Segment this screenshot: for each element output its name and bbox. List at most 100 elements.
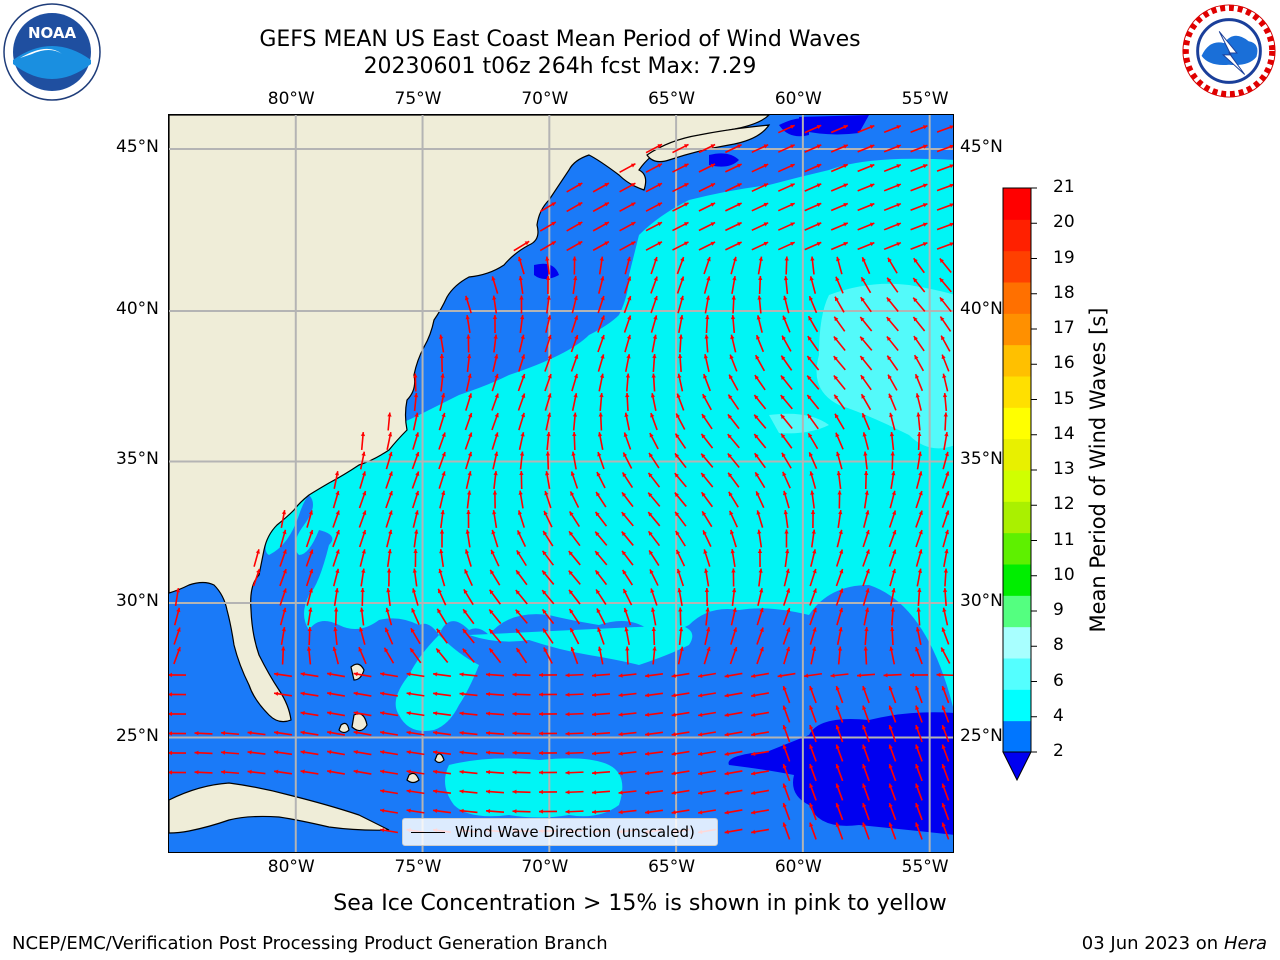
wave-arrow-head (915, 393, 920, 398)
colorbar-tick-12: 12 (1053, 494, 1075, 515)
wave-arrow-head (624, 627, 629, 632)
wave-arrow-head (782, 725, 787, 730)
wave-arrow-head (701, 453, 706, 459)
wave-arrow-head (281, 646, 286, 651)
wave-arrow-head (888, 393, 893, 399)
wave-arrow-head (922, 125, 928, 130)
wave-arrow-head (731, 295, 736, 300)
wave-arrow-head (861, 277, 866, 282)
colorbar-under-triangle (1002, 751, 1032, 782)
lat-tick-right-0: 45°N (960, 137, 1003, 158)
wave-arrow-head (941, 335, 945, 341)
wave-arrow-head (888, 374, 892, 380)
wave-arrow-head (704, 588, 710, 592)
wave-arrow-head (308, 588, 313, 593)
colorbar-tick-19: 19 (1053, 247, 1075, 268)
wave-arrow-head (493, 334, 498, 339)
wave-arrow-head (784, 529, 789, 534)
wave-arrow-head (737, 183, 742, 188)
wave-arrow-head (910, 672, 914, 678)
wave-arrow-head (353, 710, 358, 716)
wave-arrow-head (888, 725, 893, 730)
wave-arrow-head (653, 315, 658, 320)
wave-arrow-head (838, 510, 843, 515)
wave-arrow-head (169, 672, 172, 678)
wave-arrow-head (625, 373, 631, 378)
wave-arrow-head (282, 569, 287, 574)
wave-arrow-head (539, 770, 543, 775)
wave-arrow-head (865, 549, 870, 554)
wave-arrow-head (790, 163, 795, 168)
wave-arrow-head (512, 672, 517, 677)
lon-tick-bottom-2: 70°W (521, 857, 569, 877)
wave-arrow-head (913, 316, 918, 322)
wave-arrow-head (335, 510, 340, 515)
wave-arrow-head (439, 334, 444, 339)
wave-arrow-head (433, 808, 438, 813)
wave-arrow-head (436, 628, 441, 634)
wave-arrow-head (551, 221, 556, 226)
wave-arrow-head (595, 531, 600, 536)
wave-arrow-head (671, 693, 676, 698)
wave-arrow-head (702, 394, 707, 399)
wave-arrow-head (437, 588, 442, 594)
wave-arrow-head (751, 712, 756, 717)
wave-arrow-head (362, 529, 367, 535)
wave-arrow-head (388, 510, 393, 515)
wave-arrow-head (860, 336, 865, 342)
wave-arrow-head (492, 510, 497, 515)
wave-arrow-head (515, 628, 521, 634)
wave-arrow-head (630, 163, 636, 168)
wave-arrow-head (546, 432, 551, 437)
wave-arrow-head (627, 296, 632, 301)
wave-arrow-head (359, 607, 365, 612)
wave-arrow-head (949, 203, 953, 208)
wave-arrow-head (518, 256, 523, 262)
wave-arrow-head (698, 810, 703, 815)
wave-arrow-head (440, 393, 446, 398)
wave-arrow-head (519, 295, 524, 300)
wave-arrow-head (622, 492, 627, 497)
colorbar-segment (1003, 313, 1031, 346)
wave-arrow-head (388, 491, 393, 496)
wave-arrow-head (886, 297, 891, 302)
wave-arrow-head (542, 570, 547, 575)
wave-arrow-head (494, 373, 499, 379)
wave-arrow-head (724, 693, 729, 698)
wave-arrow-head (678, 334, 683, 339)
wave-period-map (169, 115, 953, 852)
wave-arrow-head (758, 256, 763, 261)
wave-arrow-head (624, 412, 629, 417)
wave-arrow-head (486, 711, 491, 716)
wave-arrow-head (754, 394, 759, 400)
wave-arrow-head (274, 750, 279, 755)
wave-arrow-head (547, 334, 552, 340)
wave-arrow-head (544, 490, 549, 496)
wave-arrow-head (781, 355, 786, 361)
period-4-6-area (265, 158, 953, 818)
wave-arrow-head (777, 673, 782, 678)
wave-arrow-head (916, 412, 921, 417)
wave-arrow-head (494, 393, 499, 398)
wave-arrow-head (896, 242, 901, 247)
wave-arrow-head (782, 783, 787, 788)
wave-arrow-head (783, 295, 788, 301)
wave-arrow-head (490, 569, 495, 575)
wave-arrow-head (380, 691, 385, 696)
wave-arrow-head (887, 257, 892, 263)
wave-arrow-head (835, 783, 840, 788)
wave-arrow-head (467, 451, 473, 457)
wave-arrow-head (300, 769, 305, 774)
wave-arrow-head (861, 394, 866, 399)
map-legend: Wind Wave Direction (unscaled) (402, 818, 718, 846)
wave-arrow-head (833, 336, 839, 341)
wave-arrow-head (175, 588, 180, 593)
colorbar-tick-21: 21 (1053, 177, 1075, 197)
wave-arrow-head (441, 412, 446, 418)
wave-arrow-head (783, 276, 789, 281)
wave-arrow-head (706, 256, 711, 262)
colorbar-segment (1003, 219, 1031, 252)
wave-arrow-head (598, 412, 603, 417)
wave-arrow-head (282, 529, 287, 535)
wave-arrow-head (334, 588, 339, 593)
